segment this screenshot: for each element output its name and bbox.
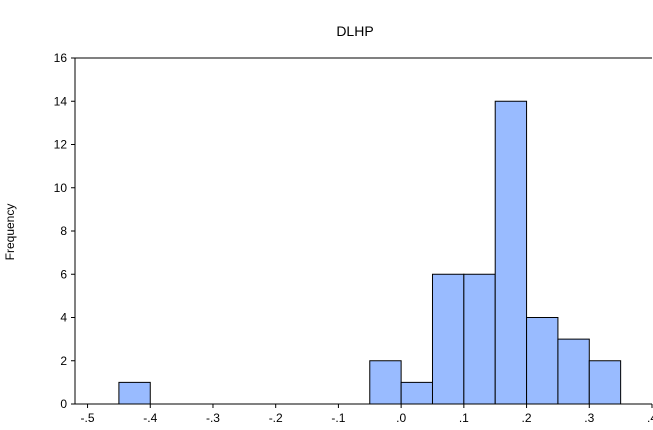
y-tick-label: 16 (54, 51, 68, 65)
x-tick-label: .0 (396, 411, 406, 425)
histogram-bar (588, 360, 622, 405)
y-tick-label: 14 (54, 94, 68, 108)
histogram-bar (494, 100, 528, 405)
x-tick-label: -.2 (269, 411, 283, 425)
histogram-bar (118, 381, 151, 405)
histogram-bar (431, 273, 465, 405)
y-tick-label: 6 (60, 267, 67, 281)
x-tick-label: -.4 (143, 411, 157, 425)
y-tick-label: 8 (60, 224, 67, 238)
y-tick-label: 12 (54, 138, 68, 152)
histogram-bar (400, 381, 433, 405)
y-tick-label: 4 (60, 311, 67, 325)
x-tick-label: .3 (584, 411, 594, 425)
histogram-bar (526, 317, 559, 405)
histogram-bars (118, 100, 622, 405)
chart-title: DLHP (336, 23, 373, 39)
histogram-bar (369, 360, 402, 405)
x-tick-label: -.1 (331, 411, 345, 425)
x-tick-label: -.3 (206, 411, 220, 425)
y-tick-label: 0 (60, 397, 67, 411)
x-tick-label: .2 (522, 411, 532, 425)
histogram-bar (557, 338, 590, 405)
x-tick-label: .4 (647, 411, 653, 425)
y-axis: 0 2 4 6 8 10 12 14 16 (54, 51, 75, 411)
y-tick-label: 10 (54, 181, 68, 195)
x-tick-label: .1 (459, 411, 469, 425)
x-axis: -.5 -.4 -.3 -.2 -.1 .0 .1 .2 .3 .4 (81, 404, 653, 425)
y-tick-label: 2 (60, 354, 67, 368)
x-tick-label: -.5 (81, 411, 95, 425)
y-axis-label: Frequency (3, 204, 17, 261)
histogram-bar (463, 273, 496, 405)
